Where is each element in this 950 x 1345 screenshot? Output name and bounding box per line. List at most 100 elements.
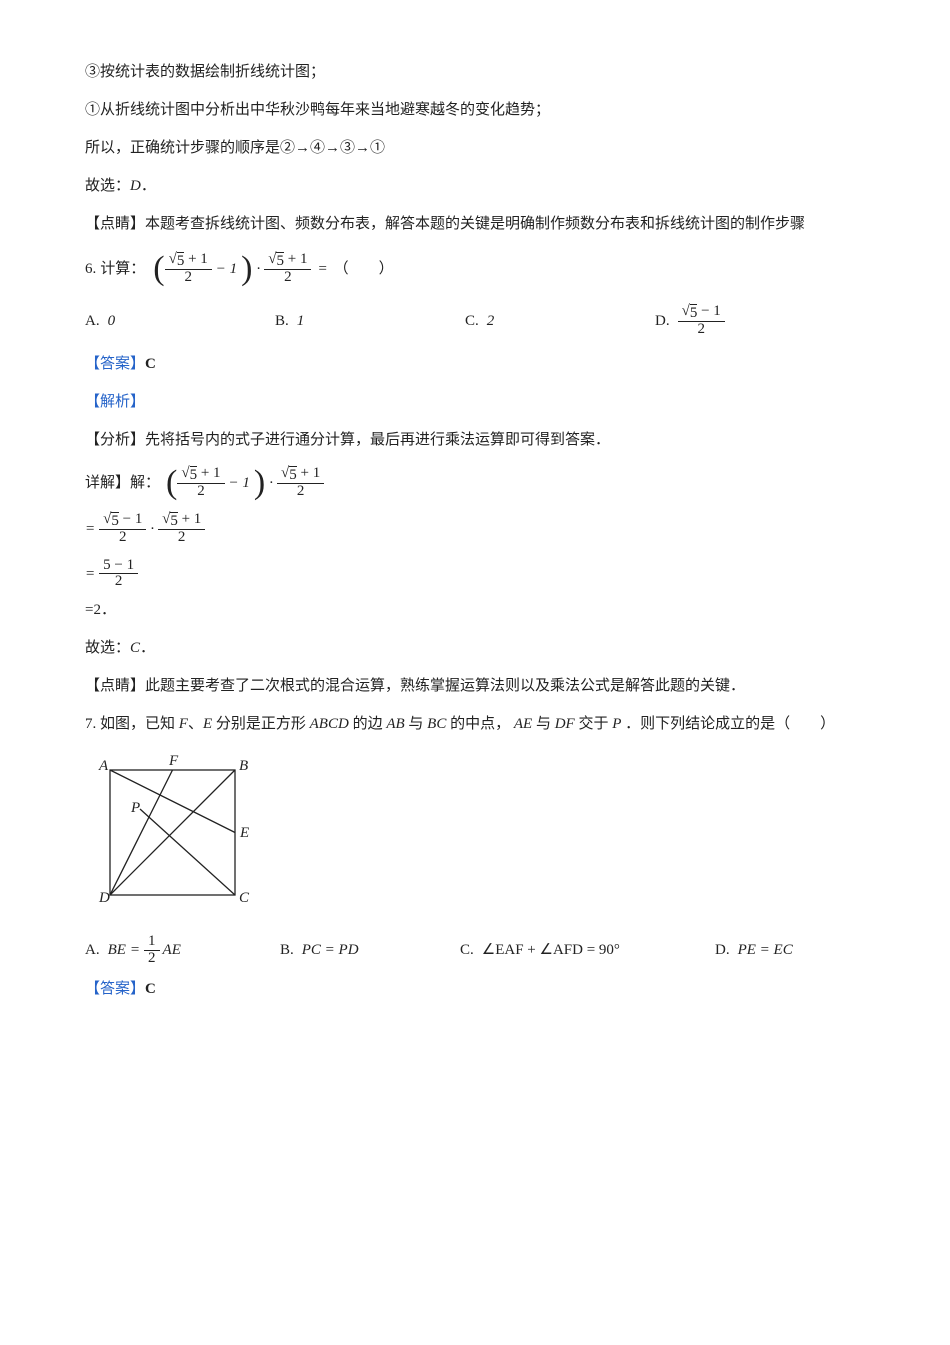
q6-opt-c-label: C. <box>465 309 479 333</box>
q7-options: A. BE = 1 2 AE B. PC = PD C. ∠EAF + ∠AFD… <box>85 934 870 967</box>
q7-opt-b-text: PC = PD <box>302 938 359 962</box>
guxuan-letter: D <box>130 178 141 194</box>
q6-detail-line2: = √5 − 1 2 · √5 + 1 2 <box>85 512 870 546</box>
q6-num: 6. <box>85 257 96 281</box>
q6-fenxi: 【分析】先将括号内的式子进行通分计算，最后再进行乘法运算即可得到答案． <box>85 428 870 452</box>
q7-stem: 7. 如图，已知 F、E 分别是正方形 ABCD 的边 AB 与 BC 的中点，… <box>85 712 870 736</box>
q7-tc: 、 <box>188 716 203 732</box>
q7-opt-a-eq: = <box>130 938 140 962</box>
dot3-icon: · <box>150 517 154 541</box>
q6-detail-line1: 详解】解： ( √5 + 1 2 − 1 ) · √5 + 1 2 <box>85 466 870 500</box>
q7-tq: ．则下列结论成立的是（ ） <box>625 716 835 732</box>
dfrac-1: √5 + 1 2 <box>177 466 224 500</box>
q7-answer-val: C <box>145 981 156 997</box>
q7-AE: AE <box>514 716 532 732</box>
fig-label-C: C <box>239 890 250 906</box>
q7-to: 交于 <box>578 716 608 732</box>
guxuan-prefix: 故选： <box>85 178 130 194</box>
q7-opt-b: B. PC = PD <box>280 938 460 962</box>
q7-ta: 如图，已知 <box>100 716 175 732</box>
eq-3: = <box>85 562 95 586</box>
equals-icon: = <box>317 257 327 281</box>
q6-guxuan-b: C <box>130 640 140 656</box>
q7-ABCD: ABCD <box>310 716 349 732</box>
fig-label-D: D <box>98 890 110 906</box>
guxuan-dot: ． <box>141 178 156 194</box>
q7-opt-d: D. PE = EC <box>715 938 855 962</box>
q7-opt-c-text: ∠EAF + ∠AFD = 90° <box>482 938 620 962</box>
q6-label: 计算： <box>100 257 145 281</box>
q7-opt-a-rhs: AE <box>163 938 181 962</box>
q6-answer-val: C <box>145 356 156 372</box>
fig-label-F: F <box>168 753 179 769</box>
minus-1b: − 1 <box>229 471 250 495</box>
diansheng-5: 【点睛】本题考查拆线统计图、频数分布表，解答本题的关键是明确制作频数分布表和拆线… <box>85 212 870 236</box>
intro-line-2: ①从折线统计图中分析出中华秋沙鸭每年来当地避寒越冬的变化趋势； <box>85 98 870 122</box>
q6-guxuan-c: ． <box>140 640 155 656</box>
q7-F: F <box>179 716 188 732</box>
q7-opt-d-label: D. <box>715 938 730 962</box>
q7-opt-a-frac: 1 2 <box>144 934 160 967</box>
fig-label-A: A <box>98 758 109 774</box>
q7-answer-label: 【答案】 <box>85 981 145 997</box>
q6-jiexi: 【解析】 <box>85 390 870 414</box>
lparen2-icon: ( <box>166 466 177 500</box>
dfrac-4: √5 + 1 2 <box>158 512 205 546</box>
q6-opt-b-val: 1 <box>297 309 305 333</box>
q7-AB: AB <box>386 716 404 732</box>
fig-label-P: P <box>130 800 140 816</box>
q7-opt-a: A. BE = 1 2 AE <box>85 934 280 967</box>
dfrac-5: 5 − 1 2 <box>99 558 138 591</box>
q6-opt-a-label: A. <box>85 309 100 333</box>
q6-options: A. 0 B. 1 C. 2 D. √5 − 1 2 <box>85 304 870 338</box>
q6-answer: 【答案】C <box>85 352 870 376</box>
rparen-icon: ) <box>241 252 252 286</box>
fig-label-B: B <box>239 758 248 774</box>
q6-opt-c-val: 2 <box>487 309 495 333</box>
frac-1: √5 + 1 2 <box>165 252 212 286</box>
eq-2: = <box>85 517 95 541</box>
q6-detail-line3: = 5 − 1 2 <box>85 558 870 591</box>
q6-answer-label: 【答案】 <box>85 356 145 372</box>
q7-opt-c-label: C. <box>460 938 474 962</box>
dot-icon: · <box>257 257 261 281</box>
q7-opt-d-text: PE = EC <box>738 938 793 962</box>
q6-opt-a-val: 0 <box>108 309 116 333</box>
intro-line-1: ③按统计表的数据绘制折线统计图； <box>85 60 870 84</box>
q7-opt-a-label: A. <box>85 938 100 962</box>
q7-opt-b-label: B. <box>280 938 294 962</box>
q6-detail-line4: =2． <box>85 598 870 622</box>
q7-tm: 与 <box>536 716 551 732</box>
q7-P: P <box>612 716 621 732</box>
dfrac-3: √5 − 1 2 <box>99 512 146 546</box>
q7-ti: 与 <box>408 716 423 732</box>
q6-opt-c: C. 2 <box>465 309 655 333</box>
dfrac-2: √5 + 1 2 <box>277 466 324 500</box>
intro-line-3: 所以，正确统计步骤的顺序是②→④→③→① <box>85 136 870 160</box>
q7-DF: DF <box>555 716 575 732</box>
q6-xiangjie: 详解】解： <box>85 471 160 495</box>
q7-answer: 【答案】C <box>85 977 870 1001</box>
q6-opt-d: D. √5 − 1 2 <box>655 304 815 338</box>
q7-te: 分别是正方形 <box>216 716 306 732</box>
q7-num: 7. <box>85 716 96 732</box>
fig-label-E: E <box>239 825 249 841</box>
q6-diansheng: 【点睛】此题主要考查了二次根式的混合运算，熟练掌握运算法则以及乘法公式是解答此题… <box>85 674 870 698</box>
intro-guxuan: 故选：D． <box>85 174 870 198</box>
frac-2: √5 + 1 2 <box>264 252 311 286</box>
q7-tg: 的边 <box>353 716 383 732</box>
q6-blank: （ ） <box>334 257 394 281</box>
q7-tk: 的中点， <box>450 716 510 732</box>
dot2-icon: · <box>269 471 273 495</box>
q7-E: E <box>203 716 212 732</box>
lparen-icon: ( <box>153 252 164 286</box>
minus-1: − 1 <box>216 257 237 281</box>
q7-BC: BC <box>427 716 446 732</box>
q6-opt-d-frac: √5 − 1 2 <box>678 304 725 338</box>
q7-opt-c: C. ∠EAF + ∠AFD = 90° <box>460 938 715 962</box>
q6-opt-d-label: D. <box>655 309 670 333</box>
q6-opt-a: A. 0 <box>85 309 275 333</box>
q6-guxuan-a: 故选： <box>85 640 130 656</box>
q6-stem: 6. 计算： ( √5 + 1 2 − 1 ) · √5 + 1 2 = （ ） <box>85 252 870 286</box>
rparen2-icon: ) <box>254 466 265 500</box>
